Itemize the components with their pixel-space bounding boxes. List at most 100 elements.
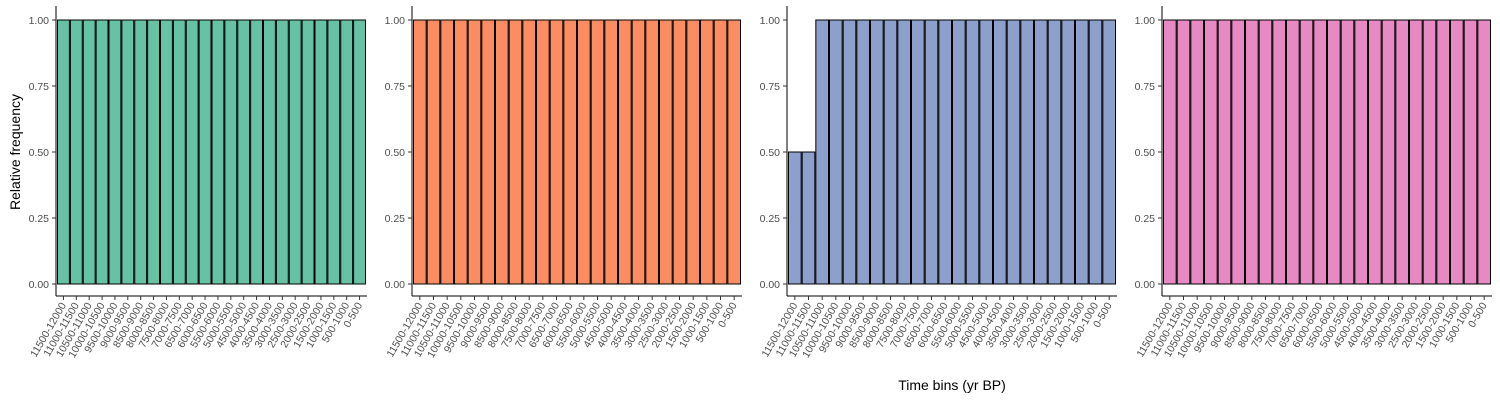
bar-1500-2000 — [1436, 19, 1451, 285]
bar-500-1000 — [713, 19, 728, 285]
bar-9500-10000 — [108, 19, 122, 285]
chart-panel-3: 0.000.250.500.751.0011500-1200011000-115… — [759, 6, 1117, 360]
y-tick-label: 0.75 — [1135, 81, 1156, 93]
y-tick-label: 0.00 — [29, 279, 50, 291]
bar-5500-6000 — [1327, 19, 1341, 285]
bar-1500-2000 — [686, 19, 700, 285]
bar-8000-8500 — [883, 19, 898, 285]
y-tick-label: 0.75 — [385, 81, 406, 93]
bar-0-500 — [1477, 19, 1492, 285]
bar-8000-8500 — [508, 19, 523, 285]
y-tick-label: 0.25 — [1135, 213, 1156, 225]
bar-7000-7500 — [1286, 19, 1300, 285]
y-tick-label: 0.00 — [1135, 279, 1156, 291]
bar-7500-8000 — [1272, 19, 1287, 285]
y-tick-label: 0.00 — [760, 279, 781, 291]
bar-2500-3000 — [288, 19, 302, 285]
bar-0-500 — [727, 19, 741, 285]
bar-1000-1500 — [1450, 19, 1464, 285]
bar-9500-10000 — [467, 19, 482, 285]
bar-9000-9500 — [121, 19, 135, 285]
bar-9000-9500 — [481, 19, 496, 285]
bar-8500-9000 — [134, 19, 148, 285]
bar-4000-4500 — [618, 19, 632, 285]
y-tick-label: 0.50 — [29, 147, 50, 159]
y-tick-label: 0.50 — [1135, 147, 1156, 159]
bar-0-500 — [1102, 19, 1117, 285]
y-tick-label: 1.00 — [29, 15, 50, 27]
y-tick-label: 0.25 — [760, 213, 781, 225]
y-tick-label: 0.75 — [29, 81, 50, 93]
bar-500-1000 — [1088, 19, 1103, 285]
bar-3000-3500 — [1395, 19, 1410, 285]
bar-10500-11000 — [815, 19, 829, 285]
chart-panel-2: 0.000.250.500.751.0011500-1200011000-115… — [384, 6, 742, 360]
bar-7500-8000 — [160, 19, 173, 285]
bar-4500-5000 — [979, 19, 993, 285]
bar-3500-4000 — [1381, 19, 1396, 285]
x-axis-title: Time bins (yr BP) — [898, 377, 1006, 393]
bar-8000-8500 — [147, 19, 160, 285]
y-tick-label: 0.00 — [385, 279, 406, 291]
y-tick-label: 1.00 — [385, 15, 406, 27]
bar-9000-9500 — [1231, 19, 1246, 285]
y-tick-label: 0.50 — [385, 147, 406, 159]
bar-6500-7000 — [1299, 19, 1314, 285]
bar-5500-6000 — [577, 19, 591, 285]
bar-6500-7000 — [924, 19, 939, 285]
bar-11000-11500 — [801, 151, 816, 285]
bar-1000-1500 — [700, 19, 714, 285]
bar-3500-4000 — [263, 19, 276, 285]
bar-4000-4500 — [1368, 19, 1382, 285]
bar-8500-9000 — [495, 19, 509, 285]
bar-2000-2500 — [672, 19, 687, 285]
bar-10500-11000 — [82, 19, 96, 285]
bar-2500-3000 — [1409, 19, 1423, 285]
bar-3000-3500 — [645, 19, 659, 285]
bar-4000-4500 — [993, 19, 1007, 285]
bar-4000-4500 — [250, 19, 263, 285]
bar-10500-11000 — [440, 19, 455, 285]
bar-10000-10500 — [454, 19, 468, 285]
bar-1500-2000 — [314, 19, 328, 285]
bar-2500-3000 — [659, 19, 673, 285]
bar-11500-12000 — [413, 19, 427, 285]
bar-5500-6000 — [211, 19, 225, 285]
y-tick-label: 1.00 — [760, 15, 781, 27]
bar-6500-7000 — [185, 19, 199, 285]
bar-5000-5500 — [965, 19, 980, 285]
y-tick-label: 1.00 — [1135, 15, 1156, 27]
y-tick-label: 0.25 — [29, 213, 50, 225]
bar-10000-10500 — [829, 19, 843, 285]
bar-4500-5000 — [1354, 19, 1369, 285]
bar-9500-10000 — [842, 19, 857, 285]
bar-1000-1500 — [327, 19, 341, 285]
y-axis-title: Relative frequency — [7, 94, 23, 210]
bar-1500-2000 — [1061, 19, 1076, 285]
panels: 0.000.250.500.751.0011500-1200011000-115… — [28, 6, 1492, 360]
bar-10000-10500 — [1204, 19, 1218, 285]
bar-11500-12000 — [57, 19, 70, 285]
bar-6000-6500 — [563, 19, 577, 285]
bar-7500-8000 — [897, 19, 911, 285]
bar-7000-7500 — [536, 19, 550, 285]
y-tick-label: 0.75 — [760, 81, 781, 93]
bar-500-1000 — [1463, 19, 1478, 285]
bar-4500-5000 — [237, 19, 251, 285]
bar-1000-1500 — [1075, 19, 1089, 285]
bar-6000-6500 — [198, 19, 212, 285]
bar-2500-3000 — [1034, 19, 1048, 285]
bar-7000-7500 — [172, 19, 186, 285]
bar-11500-12000 — [788, 151, 802, 285]
bar-500-1000 — [340, 19, 354, 285]
bar-5000-5500 — [1340, 19, 1355, 285]
bar-10500-11000 — [1190, 19, 1205, 285]
bar-2000-2500 — [301, 19, 315, 285]
bar-6000-6500 — [1313, 19, 1328, 285]
bar-7500-8000 — [522, 19, 536, 285]
chart-panel-4: 0.000.250.500.751.0011500-1200011000-115… — [1134, 6, 1492, 360]
bar-5500-6000 — [952, 19, 966, 285]
bar-8000-8500 — [1258, 19, 1273, 285]
y-tick-label: 0.50 — [760, 147, 781, 159]
bar-2000-2500 — [1422, 19, 1437, 285]
